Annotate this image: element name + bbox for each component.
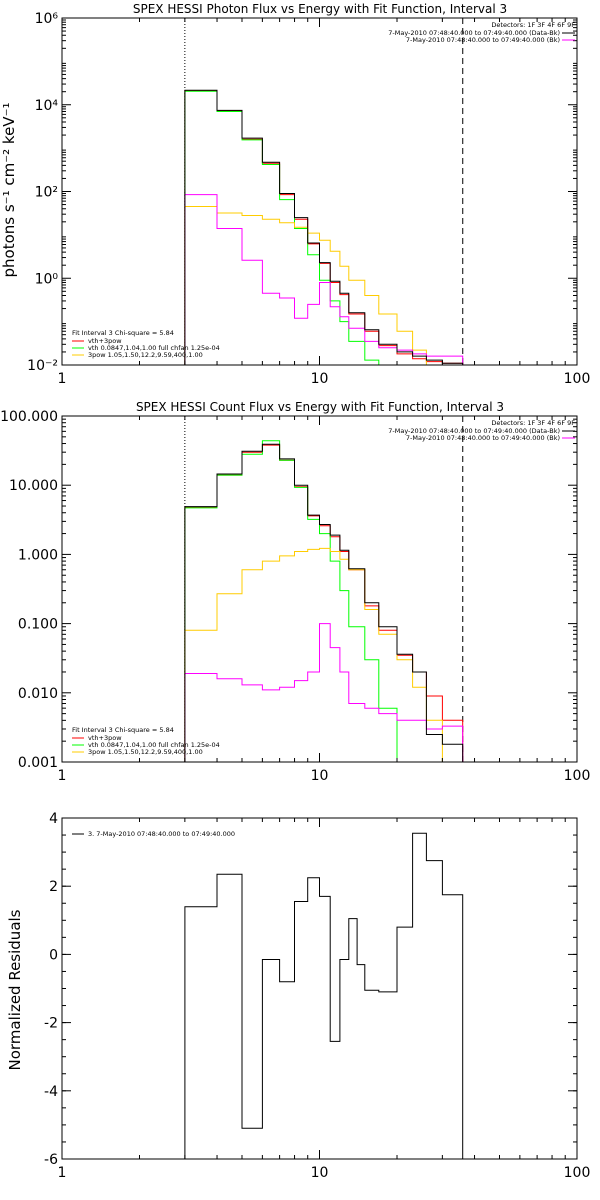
photon-flux-x-tick-label: 10: [311, 371, 329, 387]
count-flux-legend-vth-label: vth 0.0847,1.04,1.00 full chfan 1.25e-04: [88, 741, 220, 749]
residuals-y-tick-label: 4: [49, 811, 58, 827]
count-flux-y-tick-label: 0.001: [18, 755, 58, 771]
residuals-y-tick-label: -6: [44, 1152, 58, 1168]
photon-flux-series-3pow: [184, 206, 463, 366]
count-flux-y-tick-label: 1.000: [18, 547, 58, 563]
photon-flux-x-tick-label: 100: [564, 371, 591, 387]
residuals-x-tick-label: 10: [311, 1165, 329, 1181]
residuals-x-tick-label: 1: [58, 1165, 67, 1181]
count-flux-vlines: [184, 416, 464, 762]
count-flux-series-3pow: [184, 547, 463, 763]
photon-flux-series: [184, 89, 464, 366]
count-flux-x-tick-label: 1: [58, 768, 67, 784]
photon-flux-y-tick-label: 10⁰: [35, 271, 59, 287]
count-flux-plot-frame: [61, 415, 578, 763]
photon-flux-detectors-label: Detectors: 1F 3F 4F 6F 9F: [491, 21, 575, 29]
photon-flux-panel: SPEX HESSI Photon Flux vs Energy with Fi…: [0, 2, 590, 387]
residuals-series-3-7-may-2010-07-48-40-00: [184, 832, 464, 1159]
residuals-legend-label: 3. 7-May-2010 07:48:40.000 to 07:49:40.0…: [88, 830, 235, 838]
photon-flux-x-tick-label: 1: [58, 371, 67, 387]
photon-flux-legend-vth-label: vth 0.0847,1.04,1.00 full chfan 1.25e-04: [88, 344, 220, 352]
photon-flux-y-tick-label: 10²: [35, 185, 58, 201]
count-flux-legend-top-right: Detectors: 1F 3F 4F 6F 9F 7-May-2010 07:…: [388, 419, 575, 442]
residuals-y-tick-label: 0: [49, 947, 58, 963]
count-flux-title: SPEX HESSI Count Flux vs Energy with Fit…: [136, 400, 504, 414]
count-flux-panel: SPEX HESSI Count Flux vs Energy with Fit…: [0, 400, 590, 784]
residuals-ylabel: Normalized Residuals: [6, 909, 24, 1070]
photon-flux-title: SPEX HESSI Photon Flux vs Energy with Fi…: [133, 2, 507, 16]
residuals-y-tick-label: -4: [44, 1084, 58, 1100]
count-flux-detectors-label: Detectors: 1F 3F 4F 6F 9F: [491, 419, 575, 427]
count-flux-x-tick-label: 100: [564, 768, 591, 784]
photon-flux-y-tick-label: 10⁻²: [27, 358, 58, 374]
count-flux-series-data-bk: [184, 443, 464, 762]
photon-flux-legend-3pow-label: 3pow 1.05,1.50,12.2,9.59,400,1.00: [88, 351, 203, 359]
residuals-plot-frame: [61, 817, 578, 1160]
residuals-legend: 3. 7-May-2010 07:48:40.000 to 07:49:40.0…: [72, 830, 235, 838]
residuals-panel: Normalized Residuals 1 10 100 -6 -4 -2 0 2 4 3. …: [6, 811, 590, 1181]
photon-flux-series-data-bk: [184, 89, 464, 365]
count-flux-series-vth-3pow: [184, 444, 464, 762]
photon-flux-legend-top-right: Detectors: 1F 3F 4F 6F 9F 7-May-2010 07:…: [388, 21, 575, 44]
count-flux-y-tick-label: 100.000: [0, 409, 58, 425]
photon-flux-fit-label: Fit Interval 3 Chi-square = 5.84: [72, 329, 174, 337]
count-flux-legend-total-label: vth+3pow: [88, 734, 122, 742]
photon-flux-series-bk: [184, 194, 464, 365]
residuals-ticks: 1 10 100 -6 -4 -2 0 2 4: [44, 811, 590, 1181]
residuals-series: [184, 832, 464, 1159]
photon-flux-vlines: [184, 18, 464, 365]
count-flux-series-bk: [184, 623, 464, 762]
count-flux-fit-label: Fit Interval 3 Chi-square = 5.84: [72, 726, 174, 734]
count-flux-ticks: 1 10 100 0.001 0.010 0.100 1.000 10.000 100.000: [0, 409, 590, 784]
photon-flux-ticks: 1 10 100 10⁻² 10⁰ 10² 10⁴ 10⁶: [27, 11, 590, 387]
photon-flux-series-vth-3pow: [184, 90, 464, 365]
count-flux-y-tick-label: 10.000: [9, 478, 58, 494]
photon-flux-y-tick-label: 10⁶: [35, 11, 59, 27]
count-flux-series-vth: [184, 440, 463, 763]
photon-flux-legend-bk-label: 7-May-2010 07:48:40.000 to 07:49:40.000 …: [406, 36, 560, 44]
photon-flux-legend-data-label: 7-May-2010 07:48:40.000 to 07:49:40.000 …: [388, 29, 560, 37]
photon-flux-legend-bottom-left: Fit Interval 3 Chi-square = 5.84 vth+3po…: [72, 329, 220, 359]
residuals-x-tick-label: 100: [564, 1165, 591, 1181]
photon-flux-plot-frame: [61, 17, 578, 366]
photon-flux-y-tick-label: 10⁴: [35, 98, 59, 114]
count-flux-legend-data-label: 7-May-2010 07:48:40.000 to 07:49:40.000 …: [388, 427, 560, 435]
count-flux-legend-bk-label: 7-May-2010 07:48:40.000 to 07:49:40.000 …: [406, 434, 560, 442]
count-flux-legend-3pow-label: 3pow 1.05,1.50,12.2,9.59,400,1.00: [88, 748, 203, 756]
count-flux-y-tick-label: 0.100: [18, 617, 58, 633]
residuals-y-tick-label: 2: [49, 879, 58, 895]
photon-flux-legend-total-label: vth+3pow: [88, 337, 122, 345]
count-flux-x-tick-label: 10: [311, 768, 329, 784]
count-flux-series: [184, 440, 464, 763]
count-flux-y-tick-label: 0.010: [18, 686, 58, 702]
photon-flux-ylabel: photons s⁻¹ cm⁻² keV⁻¹: [0, 103, 18, 278]
residuals-y-tick-label: -2: [44, 1016, 58, 1032]
count-flux-legend-bottom-left: Fit Interval 3 Chi-square = 5.84 vth+3po…: [72, 726, 220, 756]
